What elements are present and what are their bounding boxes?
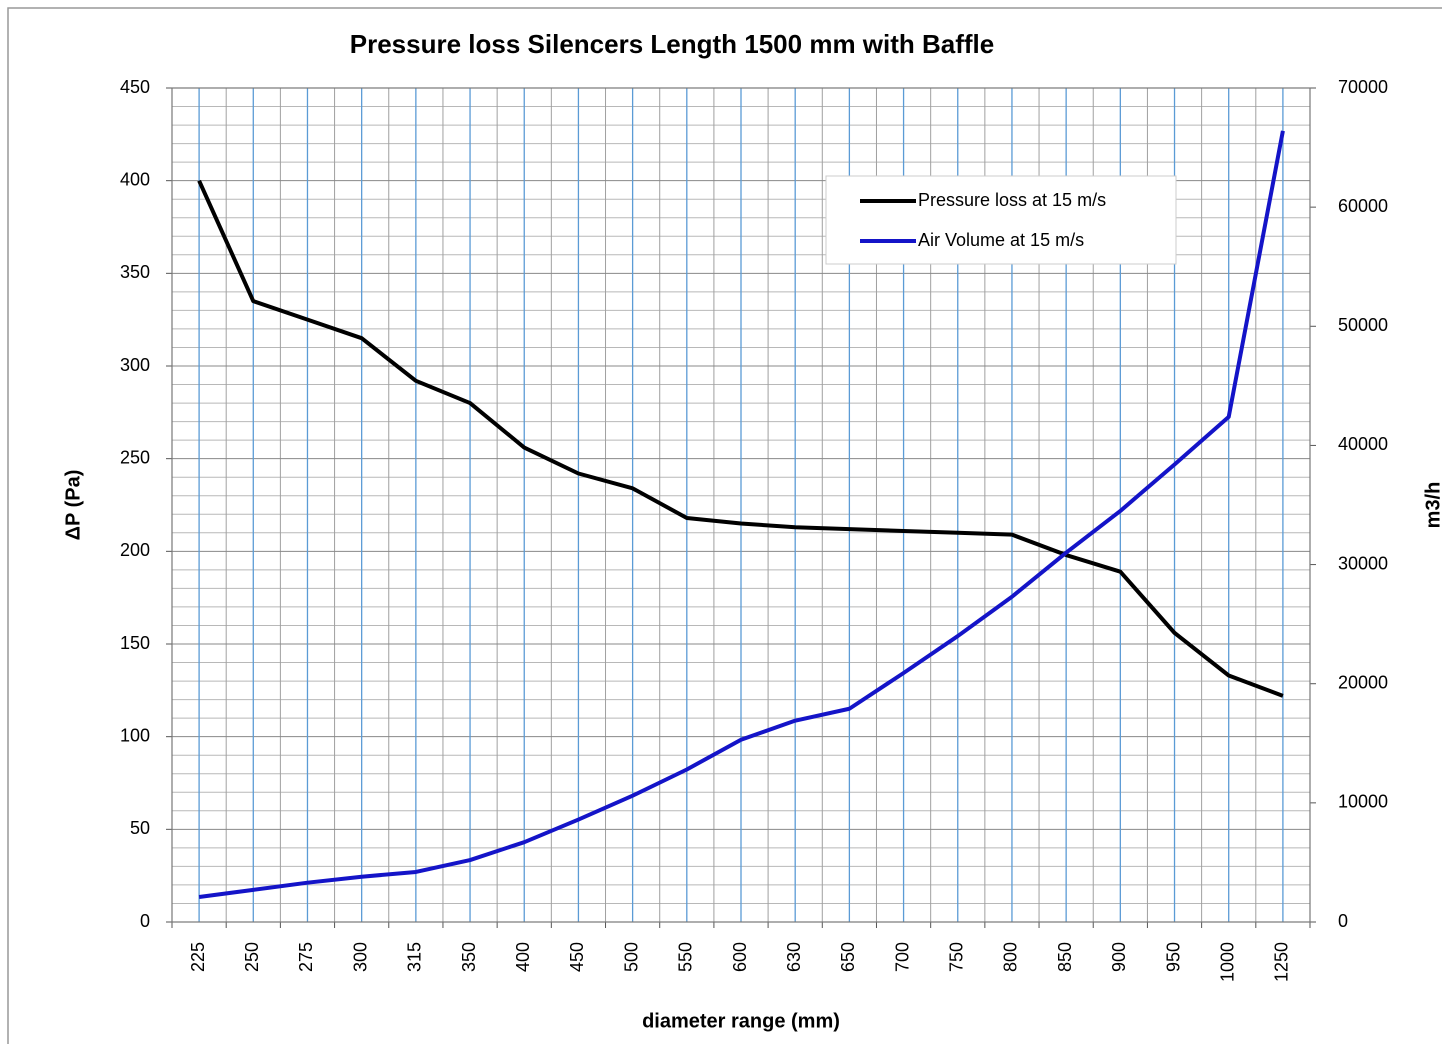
y2-tick-label: 60000 bbox=[1338, 196, 1388, 216]
y-tick-label: 350 bbox=[120, 262, 150, 282]
series-line bbox=[198, 130, 1285, 899]
x-tick-label: 350 bbox=[459, 942, 479, 972]
y2-tick-label: 30000 bbox=[1338, 553, 1388, 573]
x-tick-label: 1000 bbox=[1217, 942, 1237, 982]
y-tick-label: 200 bbox=[120, 540, 150, 560]
y2-axis-title: m3/h bbox=[1422, 482, 1442, 529]
plot-frame bbox=[171, 87, 1311, 923]
y2-tick-label: 10000 bbox=[1338, 792, 1388, 812]
y-tick-label: 150 bbox=[120, 633, 150, 653]
x-tick-label: 600 bbox=[730, 942, 750, 972]
x-tick-label: 850 bbox=[1055, 942, 1075, 972]
x-axis-title: diameter range (mm) bbox=[642, 1010, 840, 1032]
x-tick-label: 450 bbox=[567, 942, 587, 972]
x-tick-label: 400 bbox=[513, 942, 533, 972]
x-tick-label: 700 bbox=[892, 942, 912, 972]
y-tick-label: 300 bbox=[120, 355, 150, 375]
legend-label: Pressure loss at 15 m/s bbox=[918, 190, 1106, 210]
x-tick-label: 630 bbox=[784, 942, 804, 972]
x-tick-label: 275 bbox=[296, 942, 316, 972]
y-tick-label: 50 bbox=[130, 818, 150, 838]
x-tick-label: 225 bbox=[188, 942, 208, 972]
chart-title: Pressure loss Silencers Length 1500 mm w… bbox=[350, 29, 994, 59]
x-tick-label: 250 bbox=[242, 942, 262, 972]
y2-tick-label: 20000 bbox=[1338, 672, 1388, 692]
y-tick-label: 100 bbox=[120, 725, 150, 745]
y2-tick-label: 70000 bbox=[1338, 77, 1388, 97]
x-tick-label: 750 bbox=[947, 942, 967, 972]
y2-tick-label: 40000 bbox=[1338, 434, 1388, 454]
x-tick-label: 900 bbox=[1109, 942, 1129, 972]
chart-frame bbox=[7, 7, 1442, 1044]
x-tick-label: 550 bbox=[676, 942, 696, 972]
legend-label: Air Volume at 15 m/s bbox=[918, 230, 1084, 250]
legend-box bbox=[825, 175, 1177, 265]
y-tick-label: 400 bbox=[120, 169, 150, 189]
x-tick-label: 500 bbox=[621, 942, 641, 972]
y-tick-label: 0 bbox=[140, 911, 150, 931]
x-tick-label: 800 bbox=[1001, 942, 1021, 972]
series-line bbox=[197, 179, 1284, 698]
x-tick-label: 650 bbox=[838, 942, 858, 972]
y-tick-label: 250 bbox=[120, 447, 150, 467]
x-tick-label: 300 bbox=[350, 942, 370, 972]
y-tick-label: 450 bbox=[120, 77, 150, 97]
y2-tick-label: 0 bbox=[1338, 911, 1348, 931]
y-axis-title: ΔP (Pa) bbox=[62, 470, 84, 541]
x-tick-label: 315 bbox=[405, 942, 425, 972]
y2-tick-label: 50000 bbox=[1338, 315, 1388, 335]
x-tick-label: 950 bbox=[1163, 942, 1183, 972]
x-tick-label: 1250 bbox=[1272, 942, 1292, 982]
